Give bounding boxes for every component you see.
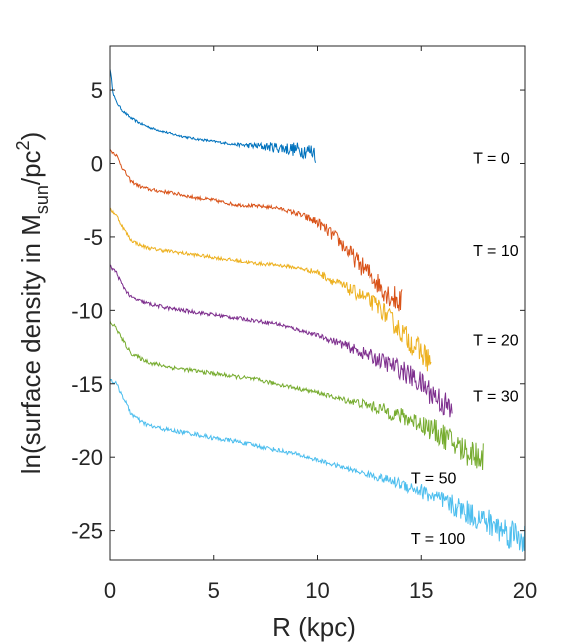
series-annotation: T = 20 (473, 333, 519, 350)
y-axis-title-sub: sun (32, 185, 52, 214)
y-tick-label: -15 (71, 372, 103, 397)
annotation-layer: T = 0 T = 10 T = 20 T = 30 T = 50 T = 100 (411, 150, 519, 547)
y-tick-label: 5 (91, 78, 103, 103)
series-line-3 (109, 264, 453, 418)
x-tick-label: 0 (104, 578, 116, 603)
axes-layer (109, 45, 526, 561)
series-line-2 (109, 207, 432, 372)
x-tick-label: 15 (409, 578, 433, 603)
series-line-4 (109, 320, 484, 471)
x-tick-label: 10 (305, 578, 329, 603)
y-axis-title-suffix: ) (16, 132, 46, 141)
series-annotation: T = 30 (473, 388, 519, 405)
series-annotation: T = 0 (473, 150, 510, 167)
x-tick-label: 5 (208, 578, 220, 603)
y-tick-label: -20 (71, 445, 103, 470)
series-line-1 (109, 148, 403, 312)
series-line-0 (109, 68, 316, 163)
y-tick-label: -10 (71, 298, 103, 323)
series-annotation: T = 100 (411, 531, 466, 548)
y-axis-title-mid: /pc (16, 150, 46, 185)
y-tick-label: -5 (83, 225, 103, 250)
series-annotation: T = 10 (473, 243, 519, 260)
plot-background (110, 46, 525, 560)
series-line-5 (109, 378, 526, 552)
y-tick-label: 0 (91, 151, 103, 176)
y-tick-label: -25 (71, 519, 103, 544)
series-annotation: T = 50 (411, 471, 457, 488)
y-axis-title-prefix: ln(surface density in M (16, 214, 46, 474)
tick-label-layer: 0 5 10 15 20 5 0 -5 -10 -15 -20 -25 (71, 78, 537, 603)
x-tick-label: 20 (513, 578, 537, 603)
y-axis-title: ln(surface density in Msun/pc2) (13, 132, 52, 475)
x-axis-title: R (kpc) (272, 612, 356, 642)
y-axis-title-sup: 2 (13, 140, 33, 150)
series-layer (109, 68, 526, 552)
